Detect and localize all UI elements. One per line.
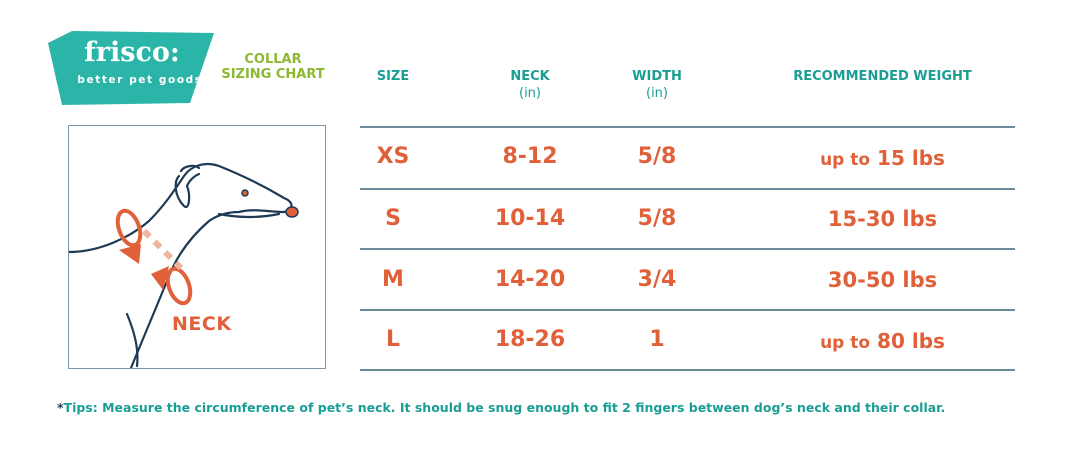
weight-cell: up to 80 lbs bbox=[820, 329, 945, 353]
neck-cell: 10-14 bbox=[494, 206, 566, 231]
tips-note: *Tips: Measure the circumference of pet’… bbox=[57, 400, 945, 415]
brand-tagline: better pet goods bbox=[77, 74, 203, 86]
weight-cell: 15-30 lbs bbox=[827, 207, 938, 231]
neck-cell: 14-20 bbox=[494, 267, 566, 292]
table-divider bbox=[360, 248, 1015, 250]
weight-cell: up to 15 lbs bbox=[820, 146, 945, 170]
neck-label: NECK bbox=[172, 313, 232, 335]
chart-title: COLLAR SIZING CHART bbox=[212, 52, 334, 82]
table-divider bbox=[360, 126, 1015, 128]
header-size: SIZE bbox=[376, 69, 410, 84]
dog-neck-illustration bbox=[67, 125, 326, 370]
brand-name: frisco: bbox=[84, 37, 180, 68]
header-width-unit: (in) bbox=[646, 86, 668, 101]
tips-text: Tips: Measure the circumference of pet’s… bbox=[63, 400, 946, 415]
neck-cell: 8-12 bbox=[502, 144, 558, 169]
table-divider bbox=[360, 309, 1015, 311]
weight-cell: 30-50 lbs bbox=[827, 268, 938, 292]
asterisk: * bbox=[57, 400, 64, 415]
size-cell: S bbox=[385, 206, 401, 231]
table-divider bbox=[360, 188, 1015, 190]
width-cell: 1 bbox=[649, 327, 665, 352]
header-neck: NECK (in) bbox=[480, 68, 580, 102]
chart-title-line1: COLLAR bbox=[244, 52, 302, 67]
header-neck-unit: (in) bbox=[519, 86, 541, 101]
header-width: WIDTH (in) bbox=[607, 68, 707, 102]
width-cell: 3/4 bbox=[637, 267, 677, 292]
chart-title-line2: SIZING CHART bbox=[221, 67, 325, 82]
neck-cell: 18-26 bbox=[494, 327, 566, 352]
width-cell: 5/8 bbox=[637, 206, 677, 231]
frisco-logo: frisco: better pet goods bbox=[46, 31, 216, 105]
size-cell: M bbox=[382, 267, 404, 292]
dog-outline-icon bbox=[67, 162, 299, 370]
header-weight: RECOMMENDED WEIGHT bbox=[793, 69, 972, 84]
width-cell: 5/8 bbox=[637, 144, 677, 169]
size-cell: XS bbox=[376, 144, 410, 169]
size-cell: L bbox=[385, 327, 401, 352]
table-divider bbox=[360, 369, 1015, 371]
